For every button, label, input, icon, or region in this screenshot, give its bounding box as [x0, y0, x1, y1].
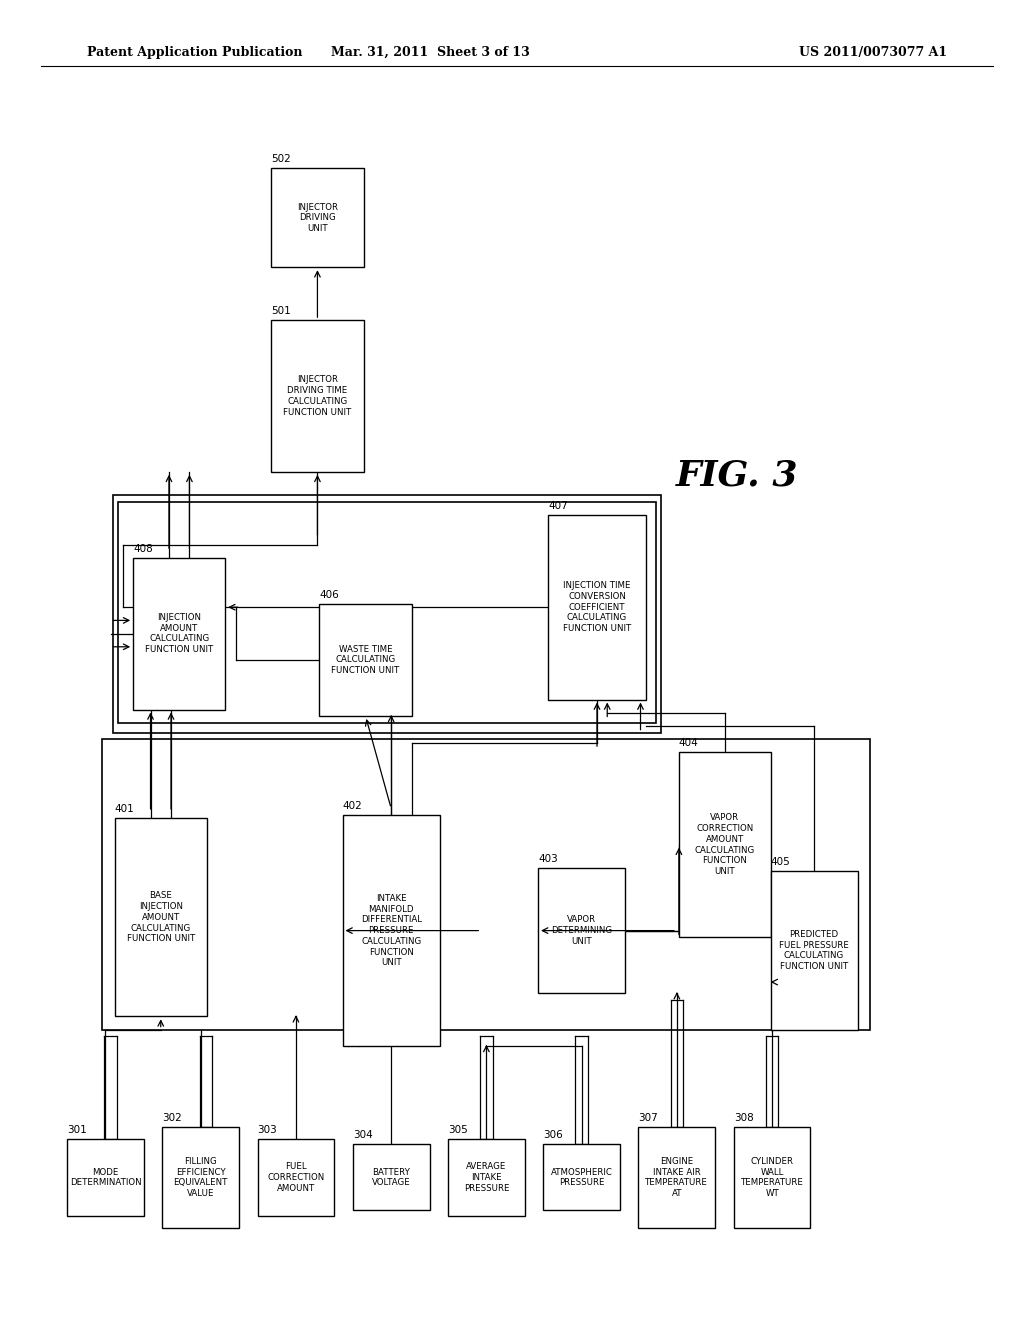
Text: 407: 407	[549, 500, 568, 511]
Text: 303: 303	[258, 1125, 278, 1135]
Text: VAPOR
CORRECTION
AMOUNT
CALCULATING
FUNCTION
UNIT: VAPOR CORRECTION AMOUNT CALCULATING FUNC…	[695, 813, 755, 876]
Text: 308: 308	[733, 1113, 754, 1123]
Text: 301: 301	[68, 1125, 87, 1135]
Text: BATTERY
VOLTAGE: BATTERY VOLTAGE	[372, 1168, 411, 1187]
Bar	[449, 1139, 524, 1216]
Text: BASE
INJECTION
AMOUNT
CALCULATING
FUNCTION UNIT: BASE INJECTION AMOUNT CALCULATING FUNCTI…	[127, 891, 195, 944]
Bar	[113, 495, 662, 734]
Text: 402: 402	[342, 801, 362, 810]
Bar	[115, 818, 207, 1016]
Bar	[102, 739, 870, 1030]
Bar	[271, 168, 364, 267]
Text: 404: 404	[679, 738, 698, 748]
Text: ENGINE
INTAKE AIR
TEMPERATURE
AT: ENGINE INTAKE AIR TEMPERATURE AT	[645, 1156, 709, 1199]
Text: 406: 406	[319, 590, 339, 599]
Bar	[679, 752, 771, 937]
Bar	[342, 816, 440, 1045]
Text: 401: 401	[115, 804, 134, 814]
Bar	[543, 1144, 620, 1210]
Bar	[162, 1127, 239, 1228]
Text: INTAKE
MANIFOLD
DIFFERENTIAL
PRESSURE
CALCULATING
FUNCTION
UNIT: INTAKE MANIFOLD DIFFERENTIAL PRESSURE CA…	[360, 894, 422, 968]
Text: 405: 405	[771, 857, 791, 867]
Bar	[549, 515, 645, 700]
Text: 305: 305	[449, 1125, 468, 1135]
Text: WASTE TIME
CALCULATING
FUNCTION UNIT: WASTE TIME CALCULATING FUNCTION UNIT	[332, 644, 399, 676]
Text: 403: 403	[539, 854, 558, 863]
Text: VAPOR
DETERMINING
UNIT: VAPOR DETERMINING UNIT	[551, 915, 612, 946]
Text: CYLINDER
WALL
TEMPERATURE
WT: CYLINDER WALL TEMPERATURE WT	[740, 1156, 804, 1199]
Text: INJECTOR
DRIVING TIME
CALCULATING
FUNCTION UNIT: INJECTOR DRIVING TIME CALCULATING FUNCTI…	[284, 375, 351, 417]
Text: Patent Application Publication: Patent Application Publication	[87, 46, 302, 59]
Text: 304: 304	[352, 1130, 373, 1140]
Text: ATMOSPHERIC
PRESSURE: ATMOSPHERIC PRESSURE	[551, 1168, 612, 1187]
Text: INJECTION
AMOUNT
CALCULATING
FUNCTION UNIT: INJECTION AMOUNT CALCULATING FUNCTION UN…	[145, 612, 213, 655]
Bar	[258, 1139, 334, 1216]
Text: 501: 501	[271, 306, 291, 317]
Text: 302: 302	[162, 1113, 182, 1123]
Bar	[319, 605, 412, 715]
Bar	[68, 1139, 143, 1216]
Text: FUEL
CORRECTION
AMOUNT: FUEL CORRECTION AMOUNT	[267, 1162, 325, 1193]
Text: US 2011/0073077 A1: US 2011/0073077 A1	[799, 46, 947, 59]
Text: INJECTOR
DRIVING
UNIT: INJECTOR DRIVING UNIT	[297, 202, 338, 234]
Text: Mar. 31, 2011  Sheet 3 of 13: Mar. 31, 2011 Sheet 3 of 13	[331, 46, 529, 59]
Bar	[352, 1144, 430, 1210]
Text: MODE
DETERMINATION: MODE DETERMINATION	[70, 1168, 141, 1187]
Bar	[133, 557, 225, 710]
Bar	[271, 321, 364, 473]
Text: 408: 408	[133, 544, 153, 554]
Text: FIG. 3: FIG. 3	[676, 458, 799, 492]
Bar	[118, 502, 655, 722]
Text: PREDICTED
FUEL PRESSURE
CALCULATING
FUNCTION UNIT: PREDICTED FUEL PRESSURE CALCULATING FUNC…	[779, 929, 849, 972]
Bar	[733, 1127, 811, 1228]
Text: INJECTION TIME
CONVERSION
COEFFICIENT
CALCULATING
FUNCTION UNIT: INJECTION TIME CONVERSION COEFFICIENT CA…	[563, 581, 631, 634]
Bar	[771, 871, 858, 1030]
Bar	[639, 1127, 715, 1228]
Text: 502: 502	[271, 154, 291, 165]
Text: 307: 307	[639, 1113, 658, 1123]
Text: AVERAGE
INTAKE
PRESSURE: AVERAGE INTAKE PRESSURE	[464, 1162, 509, 1193]
Bar	[539, 869, 625, 993]
Text: 306: 306	[543, 1130, 563, 1140]
Text: FILLING
EFFICIENCY
EQUIVALENT
VALUE: FILLING EFFICIENCY EQUIVALENT VALUE	[173, 1156, 228, 1199]
